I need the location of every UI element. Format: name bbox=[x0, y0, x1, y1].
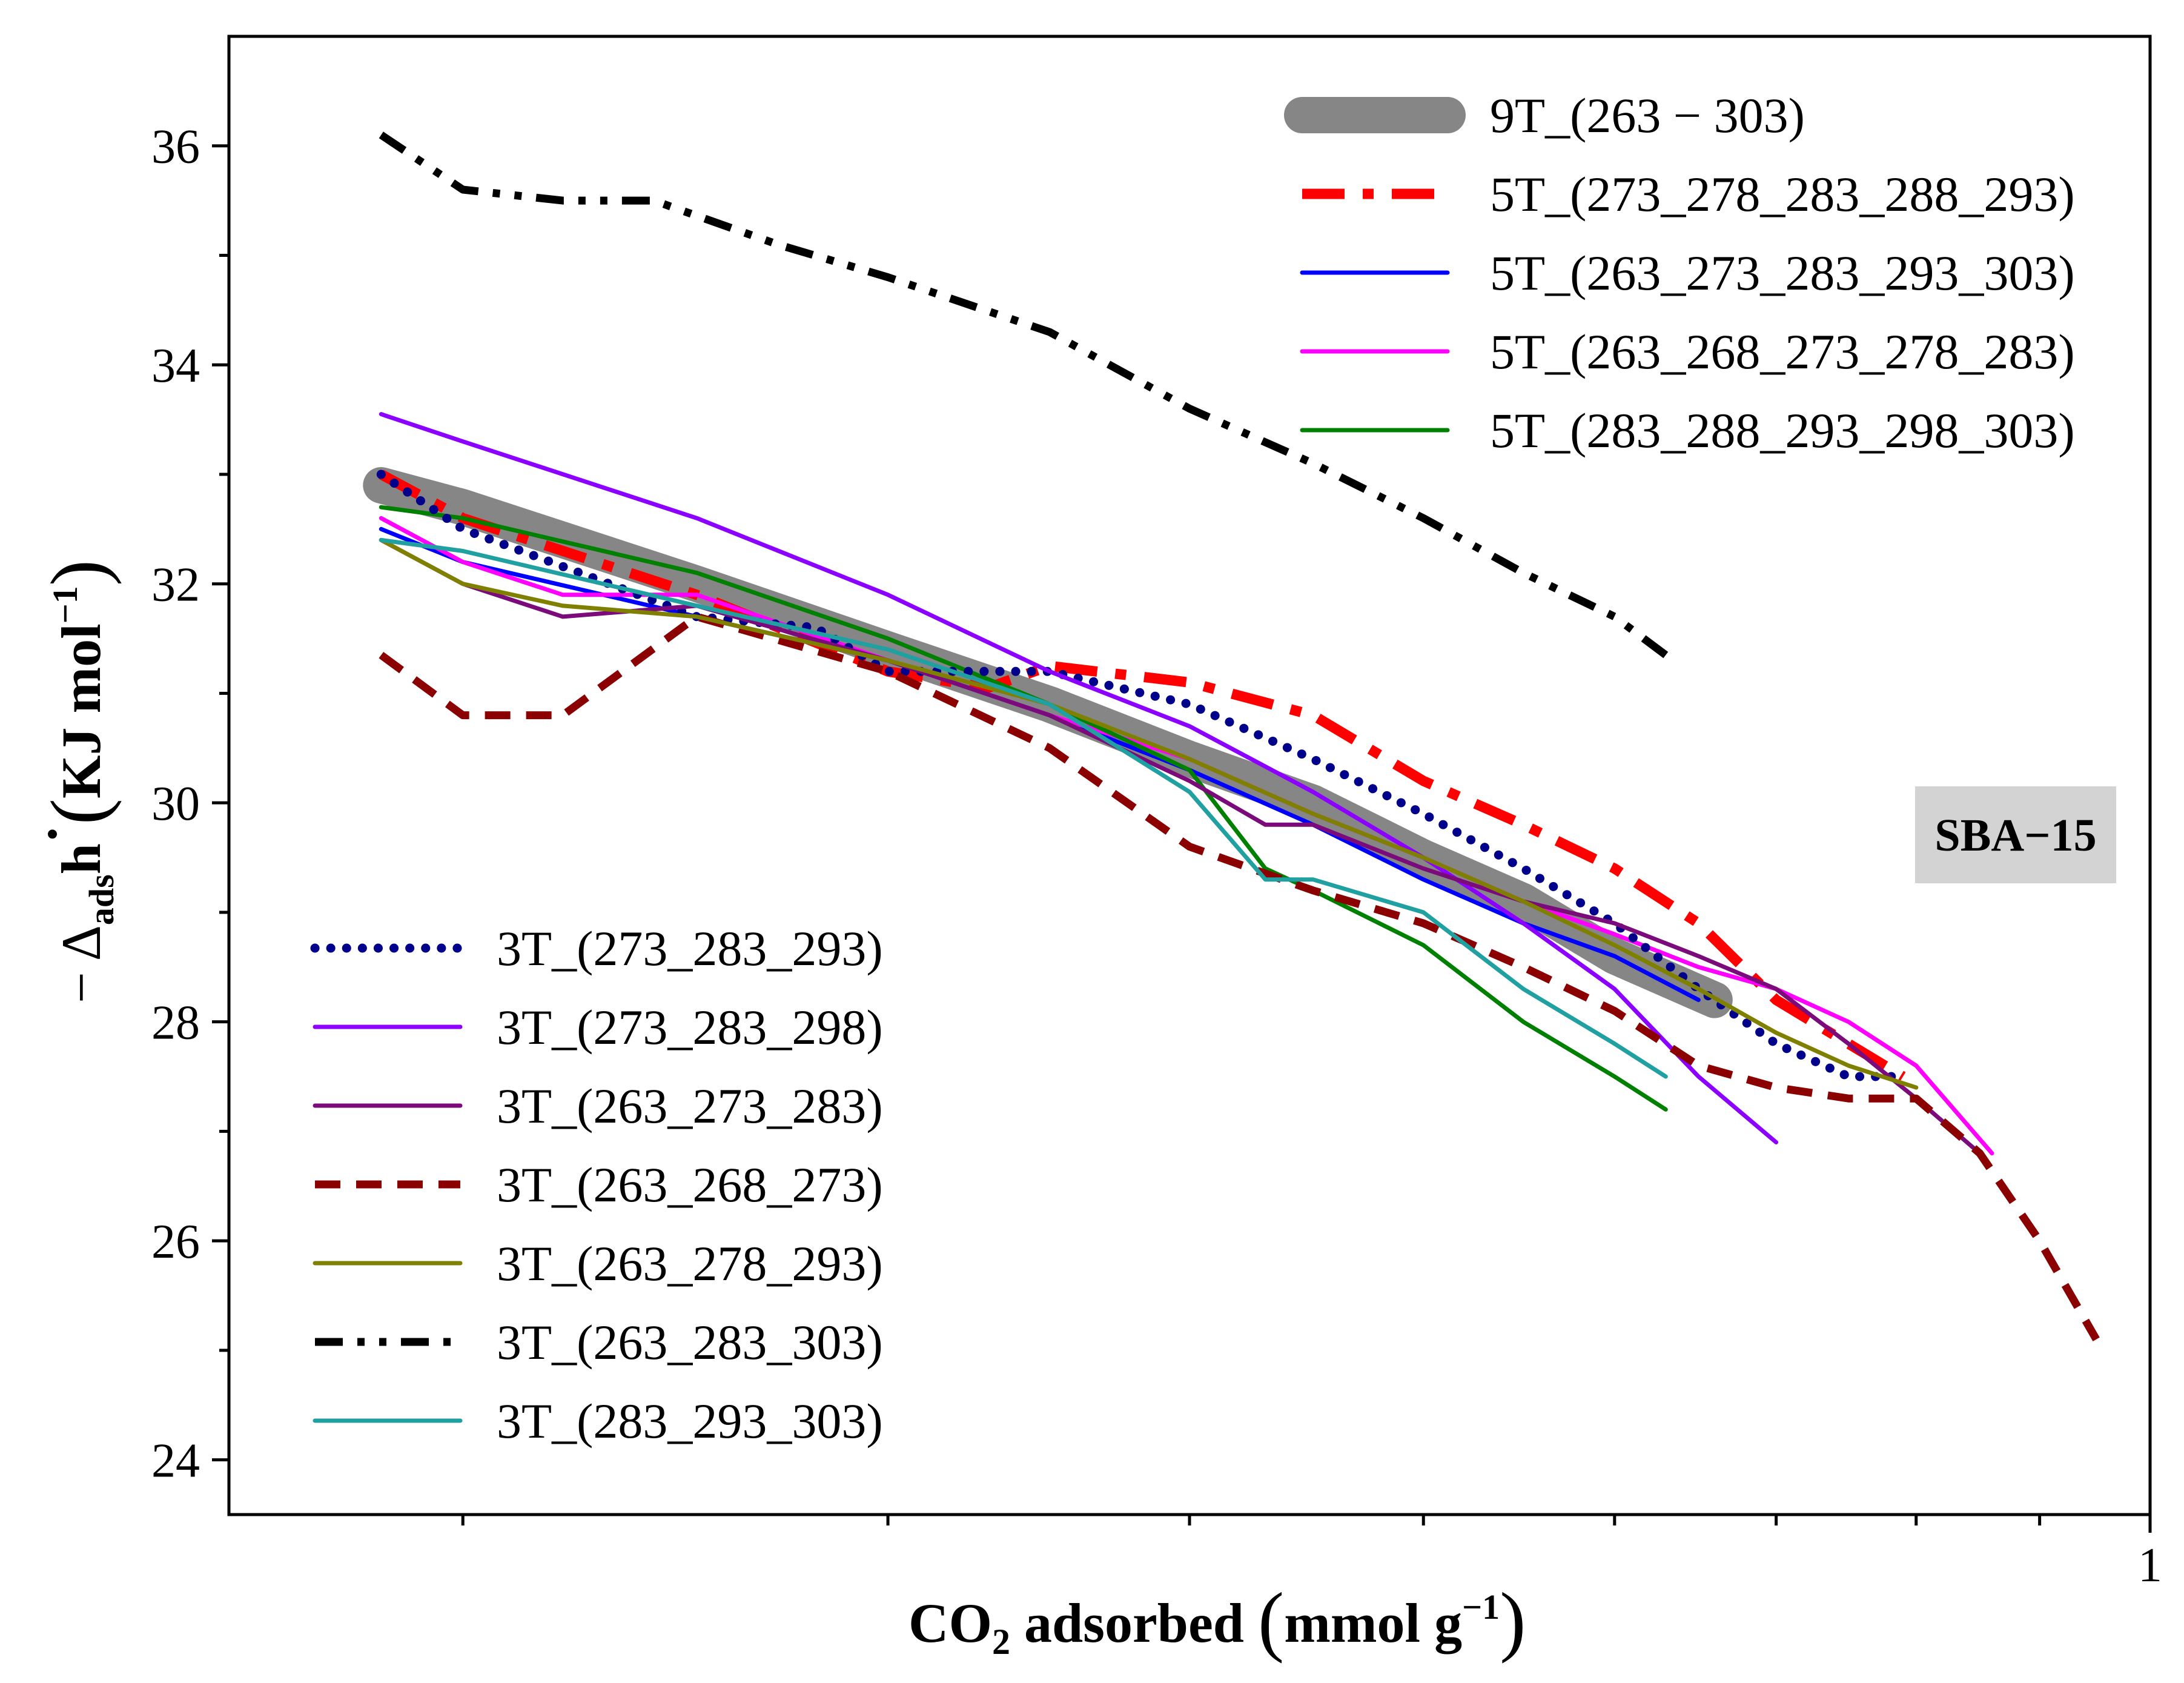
y-tick-label: 30 bbox=[151, 777, 200, 831]
x-axis-title-open-paren: ( bbox=[1258, 1577, 1284, 1664]
y-axis-title-h: h bbox=[50, 843, 112, 874]
annotation-label: SBA−15 bbox=[1934, 810, 2096, 861]
x-axis-title-close-paren: ) bbox=[1500, 1577, 1526, 1664]
y-tick-label: 32 bbox=[151, 559, 200, 612]
y-axis-title-dot: · bbox=[21, 825, 83, 843]
y-tick-label: 28 bbox=[151, 997, 200, 1050]
series-layer bbox=[363, 131, 2100, 1342]
legend-label-5t-263-273-283-293-303: 5T_(263_273_283_293_303) bbox=[1490, 245, 2075, 300]
x-axis-title-sub: 2 bbox=[992, 1622, 1010, 1662]
y-axis-title-open-paren: ( bbox=[35, 798, 122, 825]
y-axis-title-unit: KJ mol bbox=[50, 623, 112, 798]
y-tick-label: 34 bbox=[151, 339, 200, 393]
annotation-background bbox=[1915, 786, 2116, 883]
series-line-3t-273-283-298 bbox=[379, 412, 1779, 1144]
y-axis-title-group: − Δadsh·(KJ mol−1) bbox=[21, 560, 122, 1003]
y-tick-label: 26 bbox=[151, 1215, 200, 1269]
series-line-3t-263-273-283 bbox=[379, 537, 1982, 1156]
x-axis-title-unit: mmol g bbox=[1284, 1592, 1462, 1654]
legend-label-3t-263-268-273: 3T_(263_268_273) bbox=[497, 1157, 883, 1212]
x-tick-label: 1 bbox=[2138, 1539, 2162, 1592]
y-axis-title-close-paren: ) bbox=[35, 560, 122, 586]
series-line-3t-283-293-303 bbox=[379, 537, 1668, 1079]
y-tick-label: 36 bbox=[151, 121, 200, 174]
legend-layer: 9T_(263 − 303) 5T_(273_278_283_288_293) 5T… bbox=[310, 88, 2075, 1449]
y-axis-title-sub: ads bbox=[82, 874, 121, 925]
y-axis-title: − Δadsh·(KJ mol−1) bbox=[21, 560, 122, 1003]
legend-label-3t-273-283-293: 3T_(273_283_293) bbox=[497, 921, 883, 976]
legend-label-5t-263-268-273-278-283: 5T_(263_268_273_278_283) bbox=[1490, 324, 2075, 379]
x-axis-title-rest: adsorbed bbox=[1010, 1592, 1258, 1654]
legend-label-3t-263-278-293: 3T_(263_278_293) bbox=[497, 1236, 883, 1291]
legend-label-5t-283-288-293-298-303: 5T_(283_288_293_298_303) bbox=[1490, 403, 2075, 458]
axes-layer: 24 26 28 30 32 34 36 1 bbox=[151, 35, 2162, 1592]
y-tick-label: 24 bbox=[151, 1435, 200, 1488]
series-line-5t-283-288-293-298-303 bbox=[379, 505, 1668, 1112]
legend-label-3t-273-283-298: 3T_(273_283_298) bbox=[497, 1000, 883, 1055]
x-axis-title-unit-sup: −1 bbox=[1462, 1587, 1500, 1627]
legend-label-9t-263-303: 9T_(263 − 303) bbox=[1490, 88, 1805, 143]
legend-label-5t-273-278-283-288-293: 5T_(273_278_283_288_293) bbox=[1490, 167, 2075, 222]
x-axis-title: CO2 adsorbed (mmol g−1) bbox=[908, 1577, 1526, 1664]
annotation-box: SBA−15 bbox=[1915, 786, 2116, 883]
y-axis-title-unit-sup: −1 bbox=[45, 586, 85, 623]
legend-label-3t-263-273-283: 3T_(263_273_283) bbox=[497, 1078, 883, 1134]
series-line-3t-263-283-303 bbox=[379, 131, 1669, 659]
y-axis-title-prefix: − Δ bbox=[50, 925, 112, 1003]
series-line-3t-263-278-293 bbox=[379, 537, 1919, 1090]
series-line-3t-263-268-273 bbox=[379, 612, 2100, 1342]
legend-label-3t-283-293-303: 3T_(283_293_303) bbox=[497, 1393, 883, 1449]
x-axis-title-main: CO bbox=[908, 1592, 992, 1654]
legend-label-3t-263-283-303: 3T_(263_283_303) bbox=[497, 1315, 883, 1370]
